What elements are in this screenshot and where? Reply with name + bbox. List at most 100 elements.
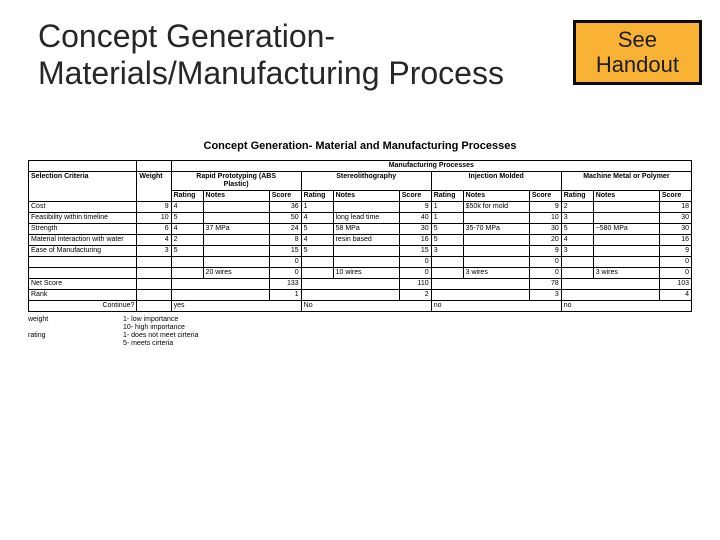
row-wt: [137, 257, 171, 268]
cell-notes: 37 MPa: [203, 223, 269, 234]
cell-rating: 1: [431, 212, 463, 223]
row-sel: Cost: [29, 201, 137, 212]
cell-notes: 3 wires: [593, 268, 659, 279]
cell-notes: [463, 245, 529, 256]
cell-score: 9: [529, 245, 561, 256]
hdr-proc-3: Machine Metal or Polymer: [561, 171, 691, 190]
cell-rating: 5: [431, 223, 463, 234]
cell-notes: [463, 257, 529, 268]
title-line1: Concept Generation-: [38, 18, 335, 54]
cell-rating: [561, 257, 593, 268]
cell-rating: [561, 268, 593, 279]
slide-title: Concept Generation- Materials/Manufactur…: [38, 18, 573, 92]
rank-2: 3: [529, 290, 561, 301]
legend-weight-k: weight: [28, 316, 123, 323]
cell-notes: 20 wires: [203, 268, 269, 279]
cell-score: 0: [399, 257, 431, 268]
cont-1: No: [301, 301, 431, 312]
hdr-proc-0: Rapid Prototyping (ABS Plastic): [171, 171, 301, 190]
cell-score: 16: [659, 234, 691, 245]
cont-3: no: [561, 301, 691, 312]
cell-notes: 35-70 MPa: [463, 223, 529, 234]
cell-notes: [593, 201, 659, 212]
cell-score: 0: [659, 268, 691, 279]
hdr-wt: Weight: [137, 171, 171, 201]
row-sel: Strength: [29, 223, 137, 234]
hdr-proc-1: Stereolithography: [301, 171, 431, 190]
hdr-n1: Notes: [333, 190, 399, 201]
rank-0: 1: [269, 290, 301, 301]
cell-rating: 5: [301, 223, 333, 234]
cell-rating: [431, 257, 463, 268]
cell-score: 10: [529, 212, 561, 223]
hdr-n3: Notes: [593, 190, 659, 201]
hdr-proc-2: Injection Molded: [431, 171, 561, 190]
cell-notes: ~580 MPa: [593, 223, 659, 234]
hdr-r2: Rating: [431, 190, 463, 201]
net-b0: [171, 279, 269, 290]
cell-rating: 5: [431, 234, 463, 245]
cell-notes: [593, 212, 659, 223]
cell-rating: 2: [561, 201, 593, 212]
net-b1: [301, 279, 399, 290]
handout-badge: See Handout: [573, 20, 702, 85]
row-sel: Feasibility within timeline: [29, 212, 137, 223]
cell-notes: [333, 245, 399, 256]
row-wt: 4: [137, 234, 171, 245]
hdr-s1: Score: [399, 190, 431, 201]
rank-3: 4: [659, 290, 691, 301]
cell-rating: [431, 268, 463, 279]
cell-score: 30: [659, 223, 691, 234]
cell-rating: [171, 257, 203, 268]
hdr-r1: Rating: [301, 190, 333, 201]
row-wt: 9: [137, 201, 171, 212]
cell-notes: [203, 245, 269, 256]
hdr-s0: Score: [269, 190, 301, 201]
cell-score: 18: [659, 201, 691, 212]
row-sel: Material interaction with water: [29, 234, 137, 245]
cell-rating: 4: [171, 223, 203, 234]
net-wt: [137, 279, 171, 290]
cell-score: 0: [269, 257, 301, 268]
hdr-r0: Rating: [171, 190, 203, 201]
criteria-table: Manufacturing Processes Selection Criter…: [28, 160, 692, 313]
cell-score: 0: [659, 257, 691, 268]
cell-rating: 5: [561, 223, 593, 234]
cell-score: 0: [529, 268, 561, 279]
cell-rating: 5: [171, 212, 203, 223]
cell-rating: 1: [431, 201, 463, 212]
cell-notes: [333, 257, 399, 268]
legend: weight 1- low importance 10- high import…: [28, 316, 692, 347]
cell-rating: 3: [431, 245, 463, 256]
cell-notes: resin based: [333, 234, 399, 245]
hdr-blank2: [137, 160, 171, 171]
cell-rating: [301, 257, 333, 268]
cont-2: no: [431, 301, 561, 312]
cell-notes: [203, 257, 269, 268]
cell-notes: [203, 234, 269, 245]
cont-wt: [137, 301, 171, 312]
net-1: 110: [399, 279, 431, 290]
cell-rating: 2: [171, 234, 203, 245]
row-sel: [29, 257, 137, 268]
cont-label: Continue?: [29, 301, 137, 312]
row-wt: [137, 268, 171, 279]
cont-0: yes: [171, 301, 301, 312]
row-wt: 6: [137, 223, 171, 234]
cell-score: 0: [399, 268, 431, 279]
cell-rating: 3: [561, 245, 593, 256]
net-3: 103: [659, 279, 691, 290]
cell-rating: 5: [171, 245, 203, 256]
row-wt: 10: [137, 212, 171, 223]
cell-score: 8: [269, 234, 301, 245]
cell-score: 15: [269, 245, 301, 256]
cell-score: 30: [659, 212, 691, 223]
cell-notes: 3 wires: [463, 268, 529, 279]
row-wt: 3: [137, 245, 171, 256]
net-b3: [561, 279, 659, 290]
cell-notes: [593, 234, 659, 245]
cell-notes: long lead time: [333, 212, 399, 223]
hdr-n0: Notes: [203, 190, 269, 201]
cell-rating: 4: [301, 212, 333, 223]
cell-score: 15: [399, 245, 431, 256]
